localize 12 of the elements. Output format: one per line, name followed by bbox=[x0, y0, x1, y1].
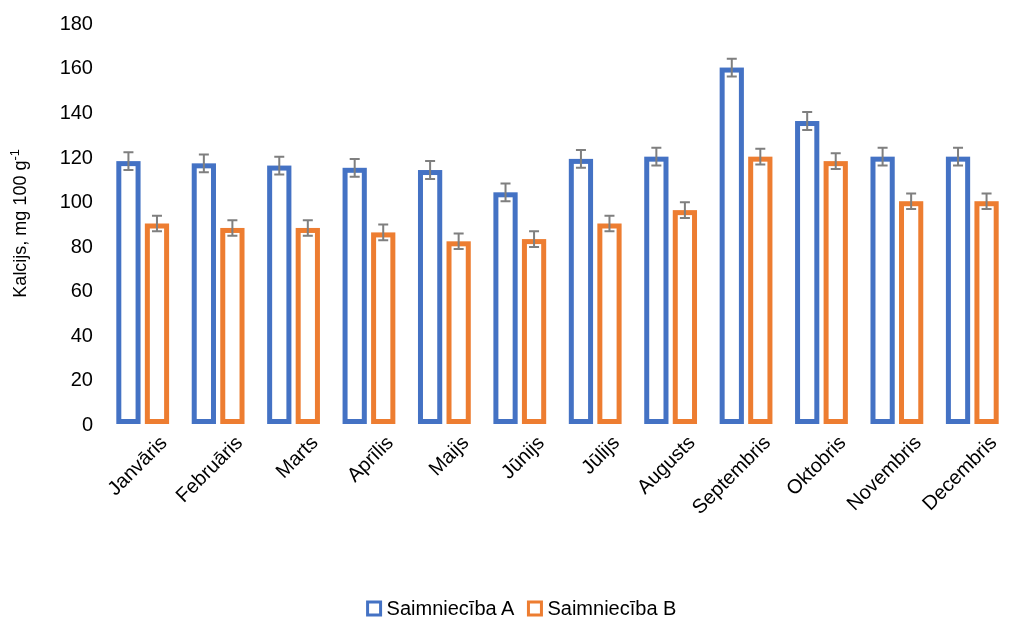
y-tick-label: 0 bbox=[81, 412, 93, 435]
y-tick-label: 40 bbox=[70, 323, 93, 346]
y-tick-label: 140 bbox=[59, 101, 93, 124]
y-tick-label: 180 bbox=[59, 11, 93, 34]
y-tick-label: 80 bbox=[70, 234, 93, 257]
legend-label: Saimniecība A bbox=[386, 597, 516, 619]
y-tick-label: 120 bbox=[59, 145, 93, 168]
y-tick-label: 60 bbox=[70, 279, 93, 302]
y-tick-label: 20 bbox=[70, 368, 93, 391]
legend-label: Saimniecība B bbox=[547, 597, 677, 619]
y-tick-label: 100 bbox=[59, 190, 93, 213]
y-tick-label: 160 bbox=[59, 56, 93, 79]
